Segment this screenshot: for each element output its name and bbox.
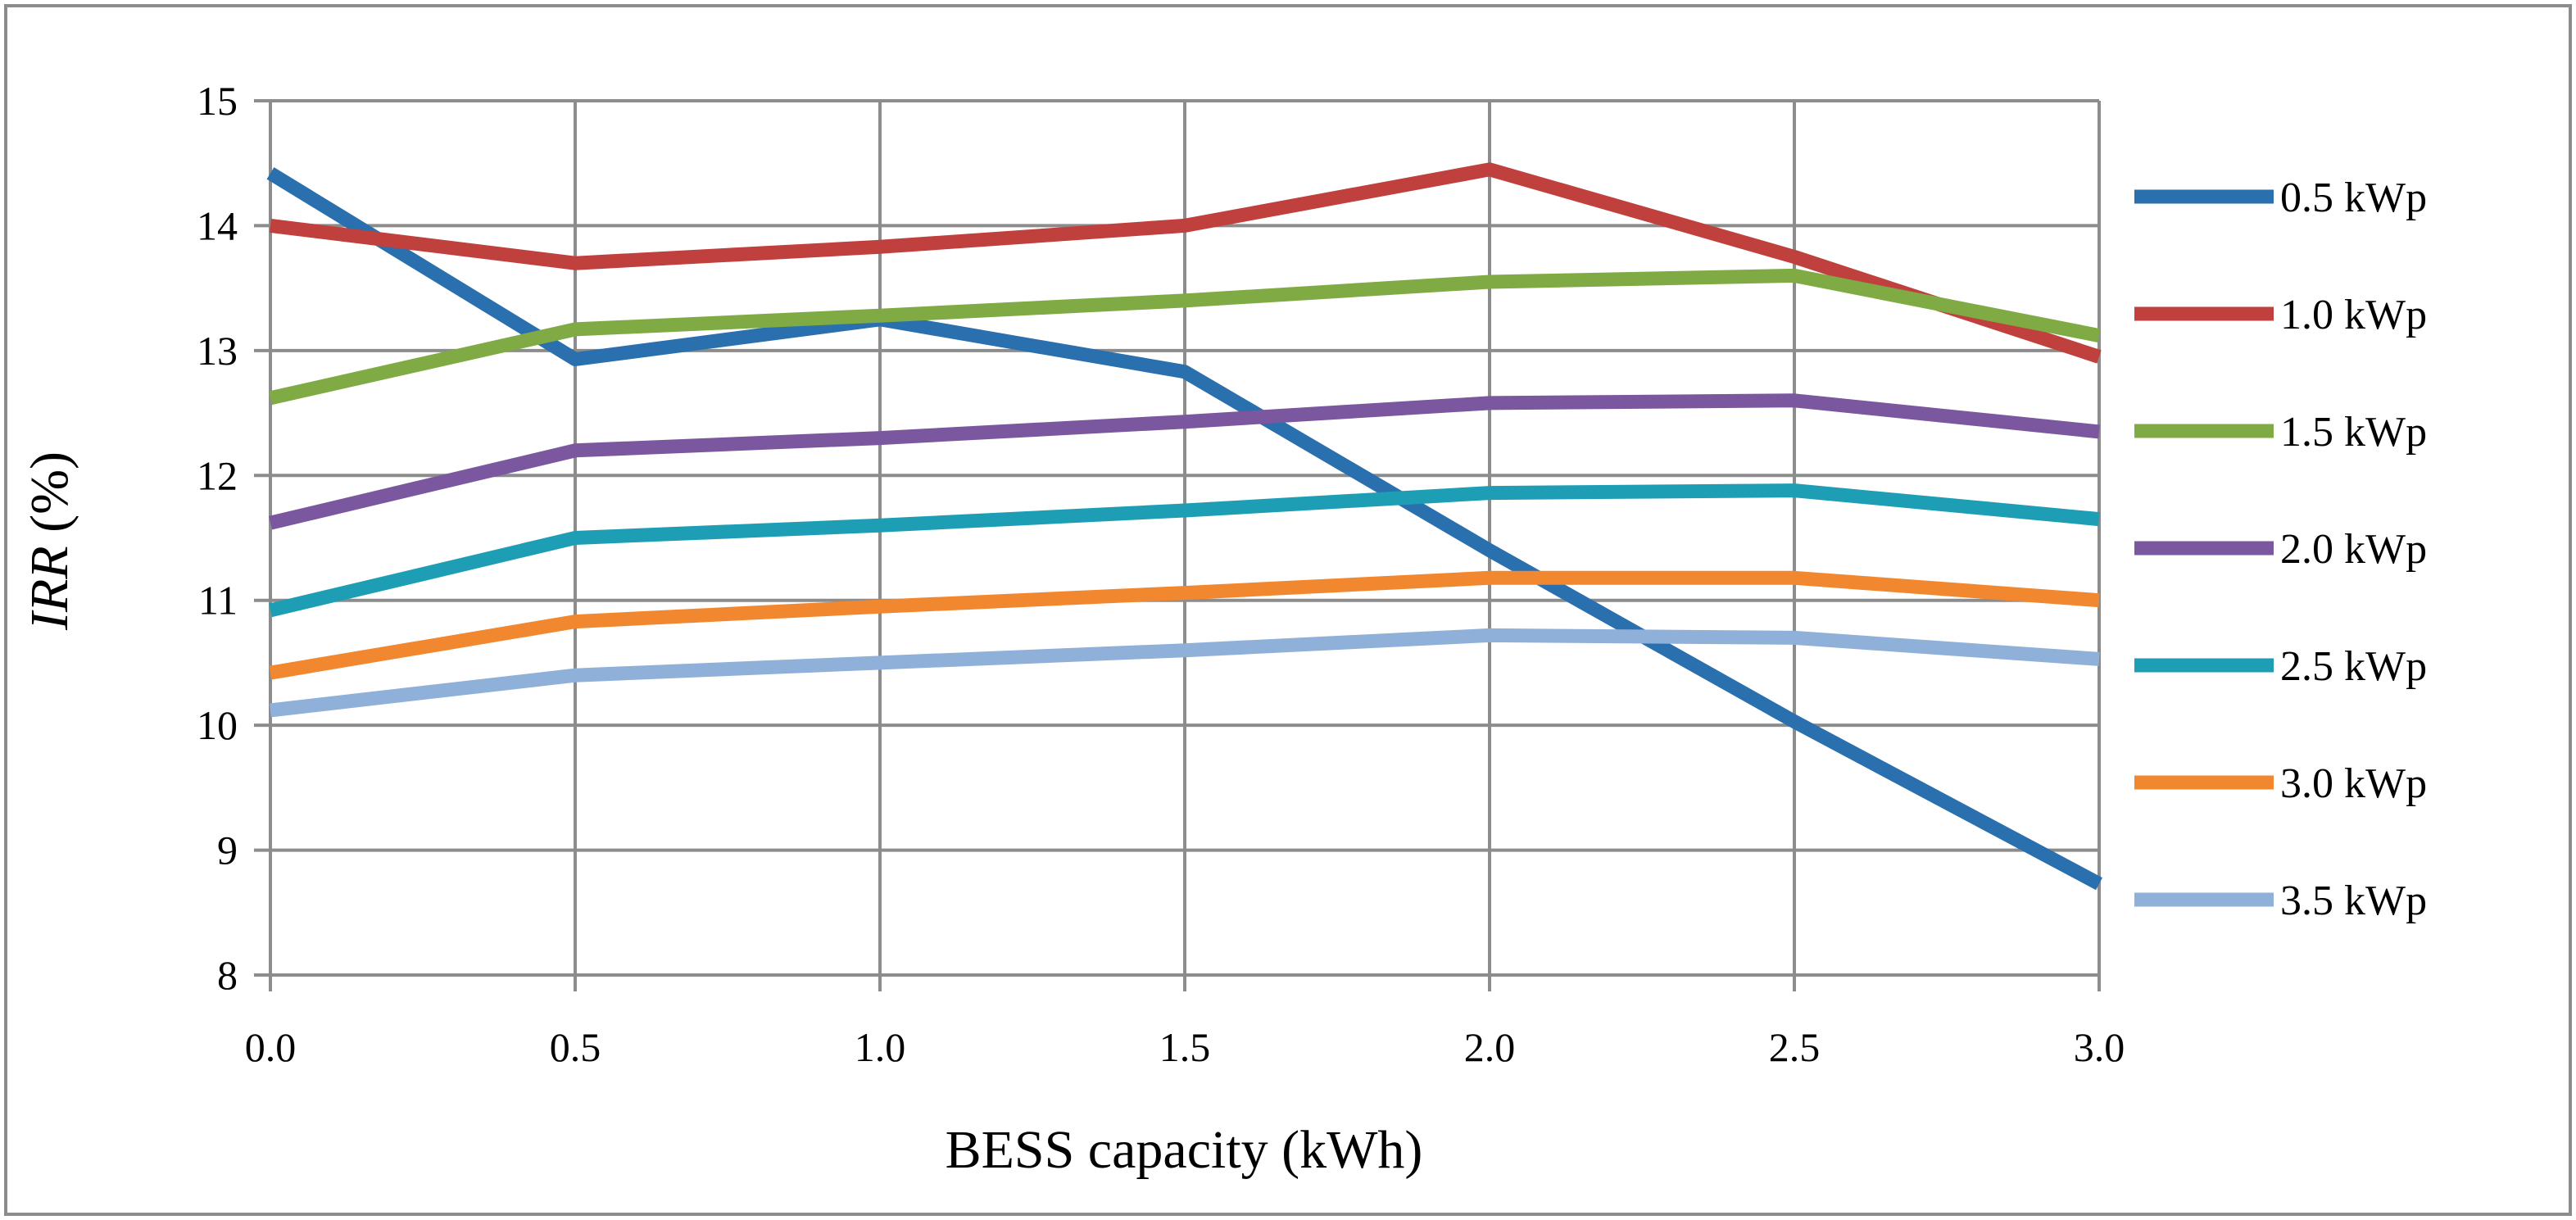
- series-lines: [266, 162, 2102, 891]
- axes: [254, 99, 2101, 991]
- series-line-3-0-kwp: [269, 570, 2100, 680]
- legend-label-0-5-kwp: 0.5 kWp: [2280, 175, 2427, 221]
- legend-label-2-5-kwp: 2.5 kWp: [2280, 643, 2427, 690]
- y-tick-label: 10: [197, 702, 238, 748]
- legend-label-3-0-kwp: 3.0 kWp: [2280, 760, 2427, 807]
- y-tick-label: 12: [197, 452, 238, 498]
- x-tick-label: 1.5: [1159, 1024, 1211, 1070]
- chart-border: [4, 4, 2572, 1216]
- y-tick-label: 8: [217, 952, 238, 998]
- y-axis-title-italic: IRR: [20, 546, 79, 631]
- legend-label-1-5-kwp: 1.5 kWp: [2280, 409, 2427, 456]
- tick-labels: 8 9 10 11 12 13 14 15 0.0 0.5 1.0 1.5 2.0 2.5 3.0: [197, 78, 2125, 1070]
- x-tick-label: 3.0: [2074, 1024, 2125, 1070]
- y-tick-label: 13: [197, 328, 238, 374]
- y-axis-title-rest: (%): [20, 451, 79, 546]
- legend-label-2-0-kwp: 2.0 kWp: [2280, 526, 2427, 573]
- y-tick-label: 15: [197, 78, 238, 124]
- x-tick-label: 1.0: [855, 1024, 906, 1070]
- x-tick-label: 0.5: [550, 1024, 601, 1070]
- legend: 0.5 kWp 1.0 kWp 1.5 kWp 2.0 kWp 2.5 kWp 3.0 k…: [2134, 175, 2427, 924]
- x-tick-label: 2.0: [1464, 1024, 1516, 1070]
- y-tick-label: 9: [217, 828, 238, 873]
- series-line-1-0-kwp: [269, 162, 2102, 364]
- series-line-3-5-kwp: [270, 628, 2100, 718]
- series-line-2-0-kwp: [269, 393, 2100, 530]
- x-tick-label: 2.5: [1769, 1024, 1821, 1070]
- series-line-1-5-kwp: [269, 268, 2101, 406]
- y-axis-title: IRR (%): [20, 451, 79, 631]
- series-line-0-5-kwp: [266, 167, 2102, 891]
- series-line-2-5-kwp: [269, 483, 2100, 618]
- y-tick-label: 14: [197, 202, 238, 248]
- y-tick-label: 11: [198, 578, 238, 624]
- legend-label-1-0-kwp: 1.0 kWp: [2280, 292, 2427, 338]
- x-tick-label: 0.0: [245, 1024, 297, 1070]
- x-axis-title: BESS capacity (kWh): [946, 1120, 1423, 1180]
- legend-label-3-5-kwp: 3.5 kWp: [2280, 878, 2427, 924]
